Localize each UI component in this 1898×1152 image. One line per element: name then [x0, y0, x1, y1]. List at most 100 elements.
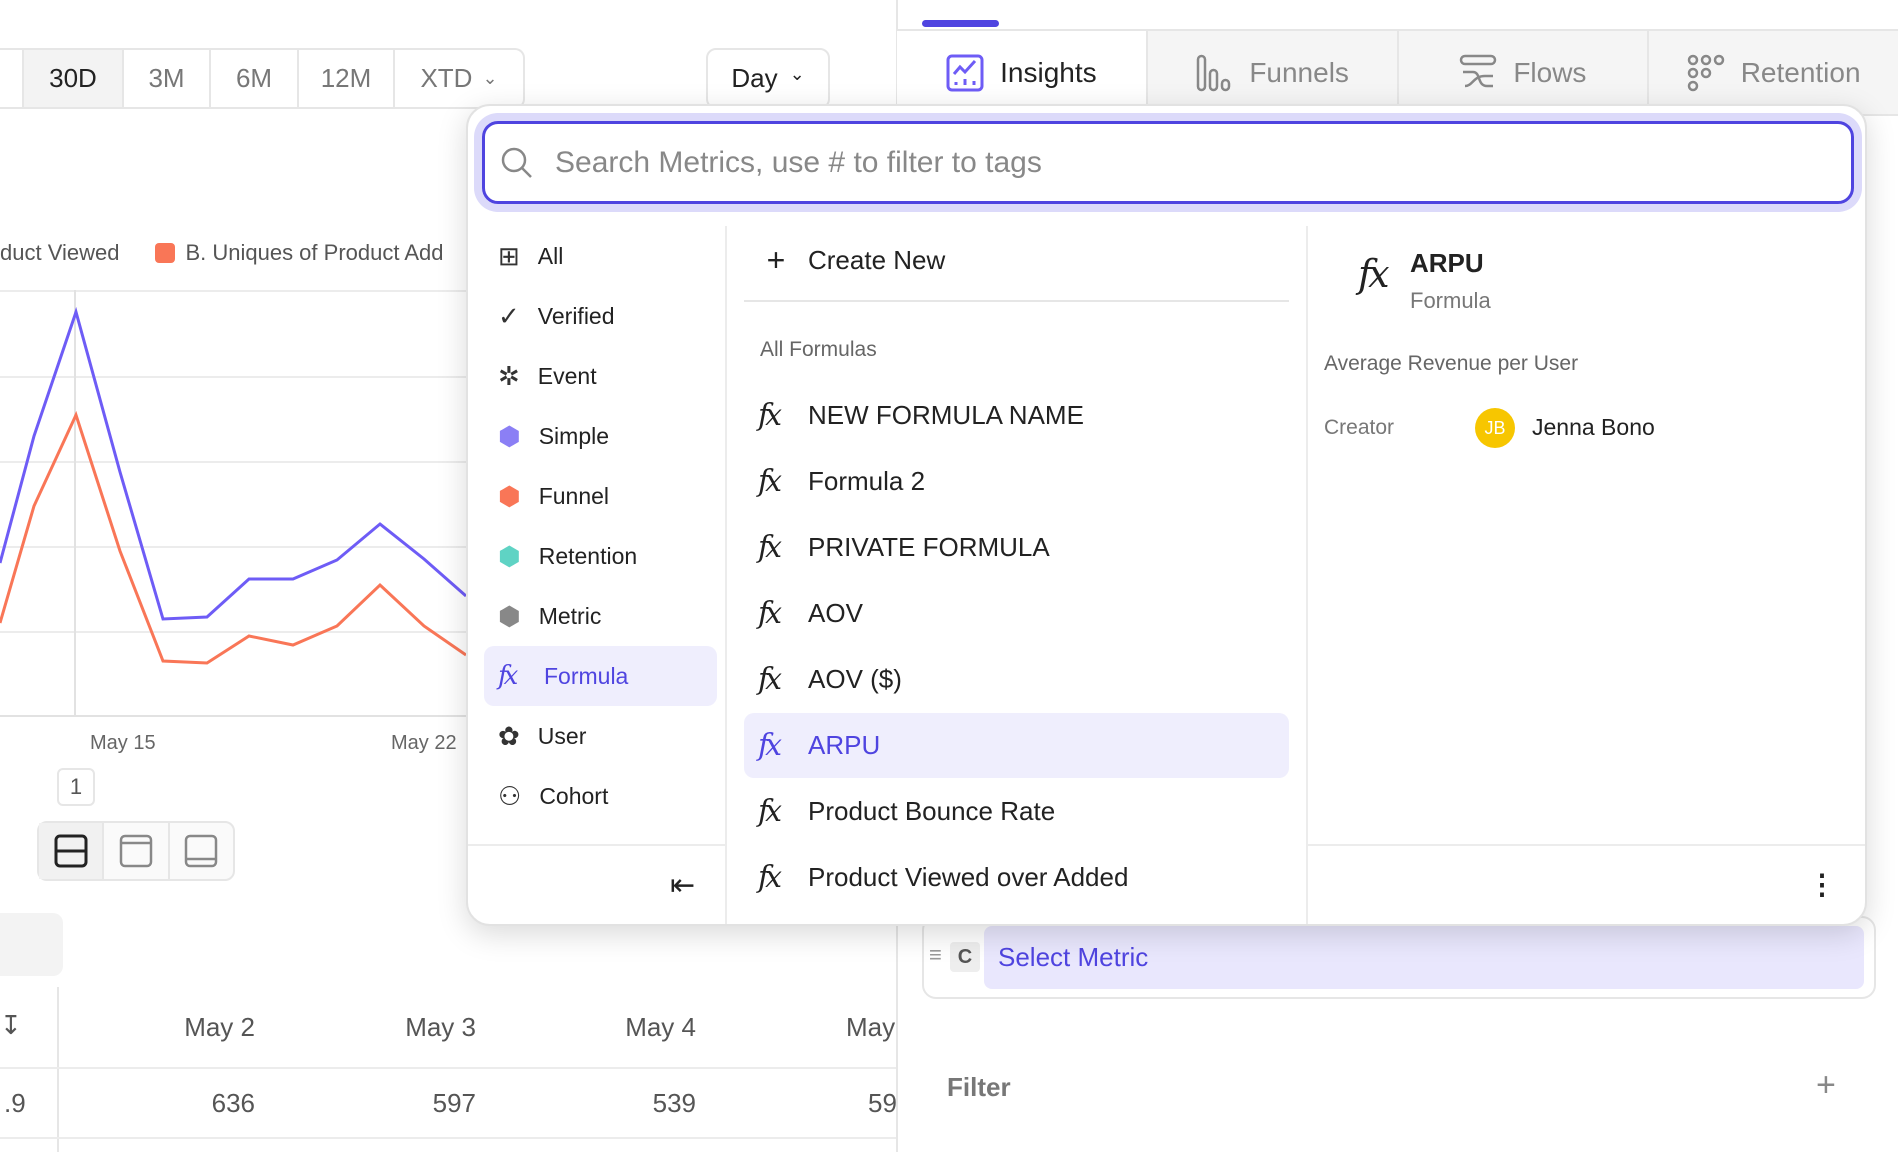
category-label: Formula: [544, 662, 629, 689]
formula-item[interactable]: fx Product Bounce Rate: [744, 779, 1289, 844]
legend-b-swatch: [155, 243, 176, 263]
flows-icon: [1460, 54, 1497, 87]
detail-type: Formula: [1410, 288, 1491, 313]
range-xtd-label: XTD: [420, 63, 473, 93]
tab-label: Funnels: [1249, 56, 1349, 88]
filter-label: Filter: [947, 1072, 1011, 1102]
formula-icon: fx: [758, 398, 782, 433]
category-user[interactable]: ✿ User: [484, 706, 717, 766]
formula-icon: fx: [758, 464, 782, 499]
layout-toggle: [37, 821, 235, 881]
table-cell: 636: [211, 1088, 255, 1118]
formula-icon: fx: [1358, 252, 1390, 296]
formula-icon: fx: [758, 794, 782, 829]
tab-retention[interactable]: Retention: [1647, 31, 1898, 114]
metric-picker-dropdown: ⊞ All ✓ Verified ✲ Event ⬢ Simple ⬢ Funnel ⬢ Retent…: [466, 104, 1867, 926]
category-all[interactable]: ⊞ All: [484, 226, 717, 286]
range-6m[interactable]: 6M: [209, 50, 297, 107]
formula-item[interactable]: fx PRIVATE FORMULA: [744, 515, 1289, 580]
layout-bottom-icon[interactable]: [167, 823, 233, 879]
category-metric[interactable]: ⬢ Metric: [484, 586, 717, 646]
tab-flows[interactable]: Flows: [1396, 31, 1648, 114]
drag-handle-icon[interactable]: ≡: [929, 942, 942, 967]
create-new-label: Create New: [808, 245, 946, 275]
layout-top-icon[interactable]: [102, 823, 167, 879]
collapse-sidebar-icon[interactable]: ⇤: [670, 869, 696, 902]
tab-funnels[interactable]: Funnels: [1145, 31, 1397, 114]
tab-label: Retention: [1740, 56, 1861, 88]
category-label: Funnel: [538, 482, 610, 509]
range-3m[interactable]: 3M: [122, 50, 209, 107]
more-options-icon[interactable]: ⋮: [1808, 869, 1836, 900]
report-tabs: Insights Funnels Flows Retention: [897, 29, 1898, 116]
range-xtd[interactable]: XTD ⌄: [393, 50, 523, 107]
page-badge[interactable]: 1: [57, 768, 95, 806]
avatar: JB: [1475, 408, 1515, 448]
chart-legend: duct Viewed B. Uniques of Product Add: [0, 240, 444, 266]
sort-icon[interactable]: ↧: [0, 1010, 22, 1040]
table-cell: 597: [432, 1088, 476, 1118]
search-input[interactable]: [555, 145, 1755, 180]
formula-label: AOV ($): [808, 664, 902, 694]
formula-item[interactable]: fx NEW FORMULA NAME: [744, 383, 1289, 448]
formula-item[interactable]: fx AOV ($): [744, 647, 1289, 712]
category-label: Cohort: [539, 782, 609, 809]
formula-label: Formula 2: [808, 466, 926, 496]
formula-item[interactable]: fx AOV: [744, 581, 1289, 646]
retention-icon: ⬢: [498, 540, 521, 571]
range-30d[interactable]: 30D: [22, 50, 122, 107]
tab-label: Insights: [1000, 56, 1097, 88]
category-funnel[interactable]: ⬢ Funnel: [484, 466, 717, 526]
formula-icon: fx: [758, 530, 782, 565]
category-formula[interactable]: fx Formula: [484, 646, 717, 706]
metric-letter-badge: C: [950, 942, 980, 972]
tab-insights[interactable]: Insights: [897, 31, 1146, 114]
create-new-button[interactable]: + Create New: [744, 228, 1289, 293]
table-header: May: [846, 1012, 896, 1042]
section-title: All Formulas: [760, 338, 877, 361]
category-cohort[interactable]: ⚇ Cohort: [484, 766, 717, 826]
formula-icon: fx: [498, 661, 518, 691]
table-header: May 3: [405, 1012, 476, 1042]
user-icon: ✿: [498, 720, 520, 751]
series-a-line: [0, 306, 467, 621]
simple-icon: ⬢: [498, 420, 521, 451]
table-toolbar-button[interactable]: [0, 913, 63, 976]
chevron-down-icon: ⌄: [789, 64, 805, 84]
verified-icon: ✓: [498, 300, 520, 331]
detail-title: ARPU: [1410, 248, 1484, 278]
table-cell: .9: [4, 1088, 26, 1118]
formula-icon: fx: [758, 596, 782, 631]
detail-description: Average Revenue per User: [1324, 352, 1579, 375]
creator-name: Jenna Bono: [1532, 414, 1655, 440]
category-retention[interactable]: ⬢ Retention: [484, 526, 717, 586]
formula-item[interactable]: fx Formula 2: [744, 449, 1289, 514]
formula-item[interactable]: fx ARPU: [744, 713, 1289, 778]
search-icon: [501, 147, 532, 178]
add-filter-button[interactable]: +: [1816, 1066, 1836, 1104]
category-label: Simple: [538, 422, 610, 449]
formula-icon: fx: [758, 662, 782, 697]
cohort-icon: ⚇: [498, 780, 522, 811]
search-field: [482, 121, 1854, 204]
x-tick-may-15: May 15: [90, 732, 156, 754]
category-verified[interactable]: ✓ Verified: [484, 286, 717, 346]
line-chart: [0, 290, 467, 715]
plus-icon: +: [766, 242, 786, 278]
insights-icon: [946, 54, 984, 91]
category-label: Event: [537, 362, 597, 389]
category-label: Metric: [538, 602, 602, 629]
range-12m[interactable]: 12M: [297, 50, 393, 107]
category-simple[interactable]: ⬢ Simple: [484, 406, 717, 466]
category-label: Retention: [538, 542, 638, 569]
formula-item[interactable]: fx Product Viewed over Added: [744, 845, 1289, 910]
formula-label: PRIVATE FORMULA: [808, 532, 1050, 562]
select-metric-button[interactable]: Select Metric: [984, 926, 1864, 989]
layout-split-icon[interactable]: [39, 823, 103, 879]
legend-a-label: duct Viewed: [0, 240, 120, 265]
formula-label: AOV: [808, 598, 863, 628]
funnel-icon: ⬢: [498, 480, 521, 511]
category-event[interactable]: ✲ Event: [484, 346, 717, 406]
table-header: May 4: [625, 1012, 696, 1042]
series-b-line: [0, 410, 467, 665]
